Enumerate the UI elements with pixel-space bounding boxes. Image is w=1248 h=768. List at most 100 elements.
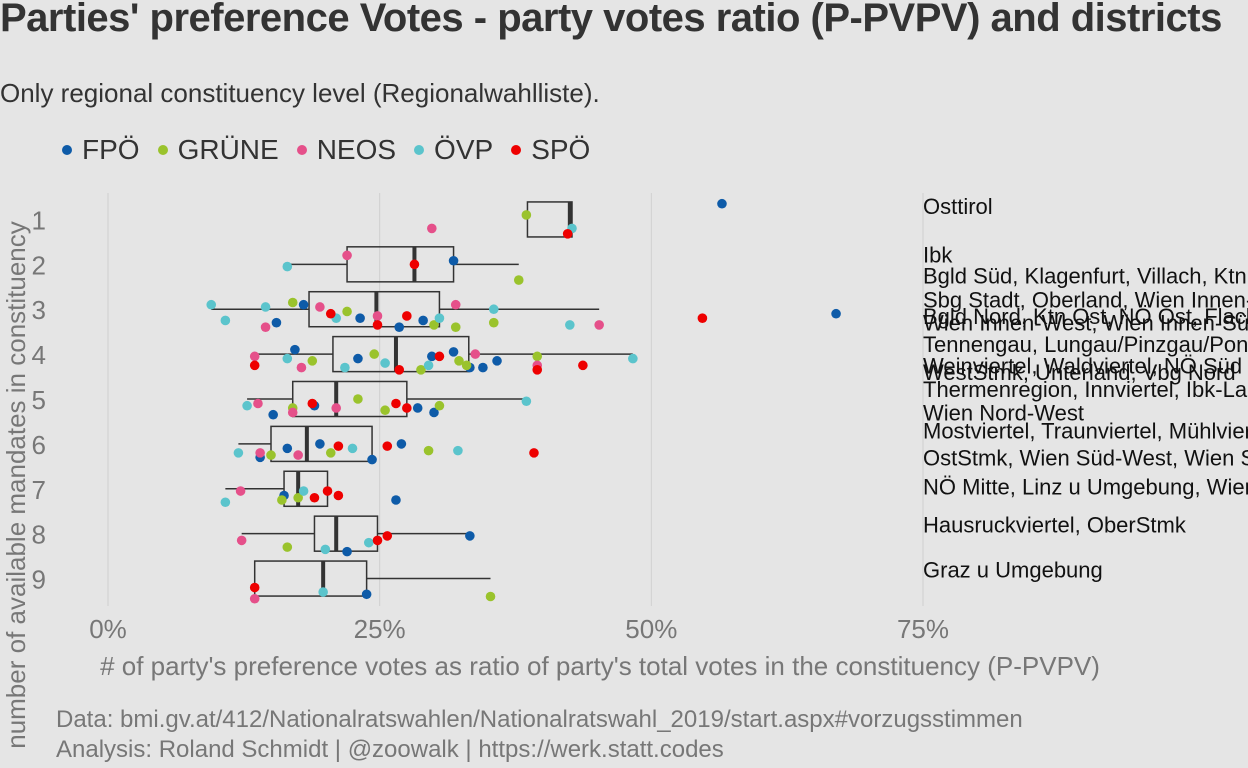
- legend-label-ovp: ÖVP: [434, 134, 494, 165]
- x-tick-label: 0%: [89, 614, 127, 644]
- chart-subtitle: Only regional constituency level (Region…: [0, 78, 600, 108]
- data-point: [325, 448, 336, 458]
- data-point: [594, 320, 604, 330]
- district-label: Mostviertel, Traunviertel, Mühlviertel: [923, 418, 1248, 443]
- data-point: [206, 299, 217, 310]
- x-tick-label: 50%: [625, 614, 677, 644]
- data-point: [394, 365, 405, 375]
- legend-marker-grune: [157, 145, 168, 155]
- chart-title: Parties' preference Votes - party votes …: [0, 0, 1222, 40]
- caption-data-source: Data: bmi.gv.at/412/Nationalratswahlen/N…: [56, 706, 1023, 733]
- data-point: [429, 320, 439, 330]
- data-point: [434, 400, 445, 411]
- data-point: [380, 405, 390, 416]
- data-point: [282, 261, 293, 272]
- data-point: [268, 409, 278, 420]
- data-point: [396, 439, 407, 449]
- data-point: [382, 441, 393, 451]
- data-point: [333, 490, 344, 501]
- data-point: [353, 394, 363, 404]
- data-point: [454, 356, 464, 366]
- caption-analysis: Analysis: Roland Schmidt | @zoowalk | ht…: [56, 736, 724, 763]
- legend-item-neos: NEOS: [296, 134, 397, 166]
- legend-label-neos: NEOS: [316, 134, 397, 165]
- data-point: [242, 400, 252, 411]
- data-point: [532, 351, 543, 362]
- data-point: [293, 450, 303, 460]
- legend-marker-neos: [296, 145, 307, 155]
- data-point: [298, 486, 309, 496]
- data-point: [372, 320, 383, 330]
- data-point: [355, 313, 365, 324]
- data-point: [318, 587, 328, 597]
- data-point: [249, 351, 260, 362]
- legend-item-fpo: FPÖ: [62, 134, 140, 166]
- data-point: [488, 304, 499, 315]
- y-tick-label: 9: [32, 565, 46, 595]
- data-point: [233, 448, 244, 458]
- y-tick-label: 4: [32, 340, 46, 370]
- data-point: [450, 299, 461, 310]
- data-point: [565, 320, 575, 330]
- data-point: [427, 351, 437, 362]
- data-point: [253, 398, 263, 409]
- data-point: [492, 356, 502, 366]
- data-point: [320, 544, 331, 555]
- district-label: Bgld Nord, Ktn Ost, NÖ Ost, Flachgau: [923, 304, 1248, 329]
- data-point: [296, 362, 307, 373]
- data-point: [697, 313, 708, 324]
- data-point: [529, 448, 539, 458]
- box-iqr: [270, 425, 373, 463]
- data-point: [249, 582, 260, 593]
- y-axis-title: number of available mandates in constitu…: [1, 221, 31, 749]
- data-point: [429, 407, 439, 418]
- data-point: [391, 495, 401, 505]
- data-point: [249, 593, 260, 604]
- data-point: [450, 322, 461, 332]
- data-point: [416, 365, 426, 375]
- box-iqr: [253, 560, 368, 597]
- data-point: [423, 360, 434, 371]
- district-label: Thermenregion, Innviertel, Ibk-Land: [923, 377, 1248, 402]
- data-point: [372, 535, 383, 546]
- data-point: [271, 317, 282, 328]
- legend-item-ovp: ÖVP: [414, 134, 493, 166]
- legend-label-grune: GRÜNE: [177, 134, 279, 165]
- data-point: [427, 223, 437, 234]
- data-point: [412, 403, 423, 413]
- data-point: [298, 299, 309, 310]
- data-point: [322, 486, 333, 496]
- data-point: [488, 317, 499, 328]
- data-point: [307, 398, 318, 409]
- data-point: [331, 403, 342, 413]
- data-point: [361, 589, 372, 600]
- y-tick-label: 8: [32, 520, 46, 550]
- data-point: [342, 250, 352, 261]
- data-point: [260, 322, 271, 332]
- data-point: [513, 275, 524, 285]
- district-label: OstStmk, Wien Süd-West, Wien Süd: [923, 445, 1248, 470]
- data-point: [342, 546, 352, 557]
- x-tick-label: 25%: [354, 614, 406, 644]
- data-point: [372, 311, 383, 321]
- data-point: [249, 360, 260, 371]
- data-point: [369, 349, 380, 359]
- y-tick-label: 5: [32, 385, 46, 415]
- data-point: [628, 353, 638, 364]
- y-tick-label: 6: [32, 430, 46, 460]
- data-point: [434, 313, 445, 324]
- legend-label-spo: SPÖ: [531, 134, 591, 165]
- district-label: Graz u Umgebung: [923, 558, 1103, 583]
- district-label: Weinviertel, Waldviertel, NÖ Süd: [923, 353, 1242, 378]
- data-point: [287, 407, 298, 418]
- data-point: [364, 537, 374, 548]
- data-point: [562, 229, 573, 239]
- box-iqr: [346, 246, 455, 283]
- data-point: [461, 360, 472, 371]
- data-point: [521, 210, 532, 220]
- data-point: [409, 259, 420, 270]
- data-point: [287, 297, 298, 308]
- district-label: Ibk: [923, 242, 953, 267]
- data-point: [290, 344, 300, 355]
